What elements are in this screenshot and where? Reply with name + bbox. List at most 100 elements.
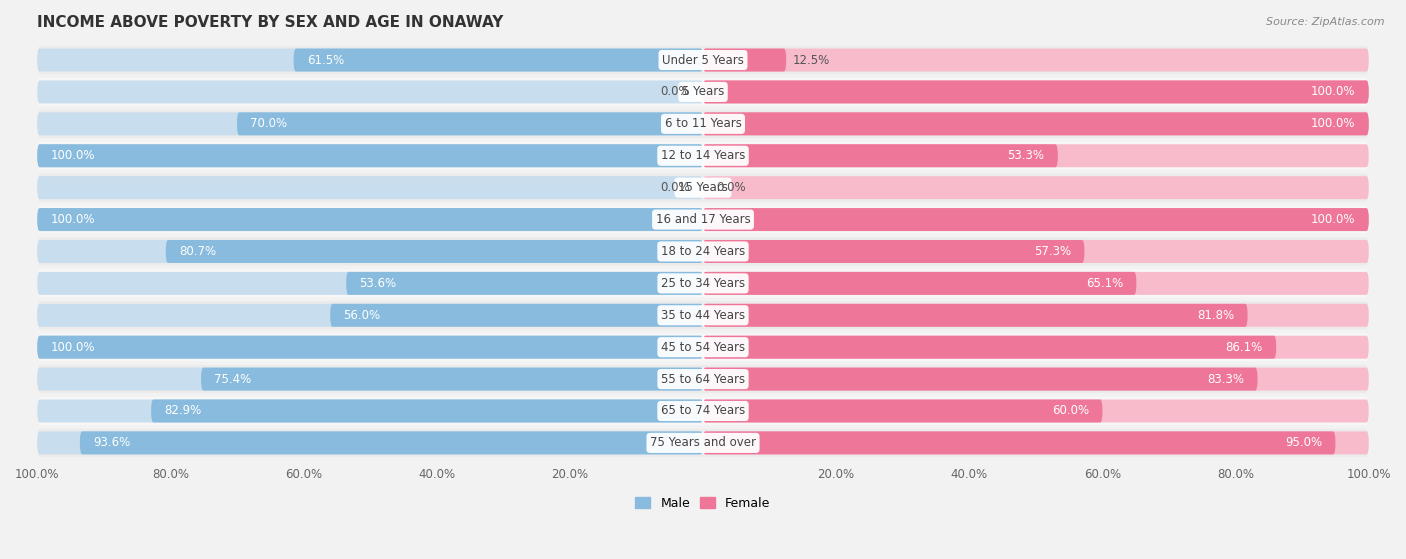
FancyBboxPatch shape — [37, 208, 703, 231]
Text: 0.0%: 0.0% — [659, 181, 690, 194]
FancyBboxPatch shape — [294, 49, 703, 72]
FancyBboxPatch shape — [238, 112, 703, 135]
FancyBboxPatch shape — [703, 144, 1369, 167]
FancyBboxPatch shape — [166, 240, 703, 263]
FancyBboxPatch shape — [703, 272, 1136, 295]
Text: 16 and 17 Years: 16 and 17 Years — [655, 213, 751, 226]
FancyBboxPatch shape — [703, 368, 1257, 391]
Text: Under 5 Years: Under 5 Years — [662, 54, 744, 67]
Text: 45 to 54 Years: 45 to 54 Years — [661, 340, 745, 354]
FancyBboxPatch shape — [37, 240, 703, 263]
FancyBboxPatch shape — [37, 112, 703, 135]
FancyBboxPatch shape — [37, 110, 1369, 138]
Text: 5 Years: 5 Years — [682, 86, 724, 98]
FancyBboxPatch shape — [37, 368, 703, 391]
Text: 82.9%: 82.9% — [165, 405, 201, 418]
FancyBboxPatch shape — [703, 144, 1057, 167]
Text: INCOME ABOVE POVERTY BY SEX AND AGE IN ONAWAY: INCOME ABOVE POVERTY BY SEX AND AGE IN O… — [37, 15, 503, 30]
Legend: Male, Female: Male, Female — [630, 492, 776, 515]
Text: 93.6%: 93.6% — [93, 437, 131, 449]
FancyBboxPatch shape — [346, 272, 703, 295]
FancyBboxPatch shape — [80, 432, 703, 454]
FancyBboxPatch shape — [37, 49, 703, 72]
FancyBboxPatch shape — [37, 365, 1369, 393]
FancyBboxPatch shape — [37, 80, 703, 103]
Text: 6 to 11 Years: 6 to 11 Years — [665, 117, 741, 130]
FancyBboxPatch shape — [703, 240, 1369, 263]
FancyBboxPatch shape — [703, 368, 1369, 391]
FancyBboxPatch shape — [703, 336, 1369, 359]
FancyBboxPatch shape — [703, 400, 1102, 423]
Text: 100.0%: 100.0% — [1310, 117, 1355, 130]
Text: 100.0%: 100.0% — [1310, 86, 1355, 98]
FancyBboxPatch shape — [37, 336, 703, 359]
Text: 81.8%: 81.8% — [1197, 309, 1234, 322]
FancyBboxPatch shape — [150, 400, 703, 423]
FancyBboxPatch shape — [37, 174, 1369, 202]
FancyBboxPatch shape — [37, 78, 1369, 106]
FancyBboxPatch shape — [330, 304, 703, 327]
FancyBboxPatch shape — [703, 80, 1369, 103]
Text: 75.4%: 75.4% — [214, 373, 252, 386]
Text: 86.1%: 86.1% — [1226, 340, 1263, 354]
Text: 65 to 74 Years: 65 to 74 Years — [661, 405, 745, 418]
Text: 80.7%: 80.7% — [179, 245, 217, 258]
FancyBboxPatch shape — [703, 80, 1369, 103]
FancyBboxPatch shape — [37, 336, 703, 359]
FancyBboxPatch shape — [703, 432, 1336, 454]
Text: 25 to 34 Years: 25 to 34 Years — [661, 277, 745, 290]
Text: 75 Years and over: 75 Years and over — [650, 437, 756, 449]
Text: 18 to 24 Years: 18 to 24 Years — [661, 245, 745, 258]
FancyBboxPatch shape — [37, 400, 703, 423]
Text: 65.1%: 65.1% — [1085, 277, 1123, 290]
Text: 57.3%: 57.3% — [1033, 245, 1071, 258]
Text: 55 to 64 Years: 55 to 64 Years — [661, 373, 745, 386]
FancyBboxPatch shape — [37, 429, 1369, 457]
FancyBboxPatch shape — [37, 144, 703, 167]
Text: 0.0%: 0.0% — [716, 181, 747, 194]
FancyBboxPatch shape — [37, 142, 1369, 170]
FancyBboxPatch shape — [37, 301, 1369, 329]
FancyBboxPatch shape — [703, 432, 1369, 454]
Text: 53.6%: 53.6% — [360, 277, 396, 290]
Text: 100.0%: 100.0% — [51, 213, 96, 226]
Text: 83.3%: 83.3% — [1208, 373, 1244, 386]
Text: 100.0%: 100.0% — [51, 340, 96, 354]
Text: 56.0%: 56.0% — [343, 309, 381, 322]
FancyBboxPatch shape — [703, 112, 1369, 135]
FancyBboxPatch shape — [703, 272, 1369, 295]
Text: 12 to 14 Years: 12 to 14 Years — [661, 149, 745, 162]
FancyBboxPatch shape — [37, 46, 1369, 74]
Text: Source: ZipAtlas.com: Source: ZipAtlas.com — [1267, 17, 1385, 27]
FancyBboxPatch shape — [37, 208, 703, 231]
FancyBboxPatch shape — [703, 336, 1277, 359]
FancyBboxPatch shape — [703, 112, 1369, 135]
FancyBboxPatch shape — [703, 400, 1369, 423]
FancyBboxPatch shape — [703, 176, 1369, 199]
FancyBboxPatch shape — [703, 304, 1369, 327]
FancyBboxPatch shape — [703, 49, 786, 72]
Text: 95.0%: 95.0% — [1285, 437, 1322, 449]
FancyBboxPatch shape — [37, 397, 1369, 425]
Text: 70.0%: 70.0% — [250, 117, 287, 130]
Text: 61.5%: 61.5% — [307, 54, 344, 67]
Text: 15 Years: 15 Years — [678, 181, 728, 194]
FancyBboxPatch shape — [703, 208, 1369, 231]
FancyBboxPatch shape — [703, 240, 1084, 263]
FancyBboxPatch shape — [703, 304, 1247, 327]
FancyBboxPatch shape — [37, 144, 703, 167]
FancyBboxPatch shape — [37, 272, 703, 295]
Text: 100.0%: 100.0% — [51, 149, 96, 162]
FancyBboxPatch shape — [201, 368, 703, 391]
FancyBboxPatch shape — [37, 269, 1369, 297]
Text: 100.0%: 100.0% — [1310, 213, 1355, 226]
FancyBboxPatch shape — [703, 49, 1369, 72]
FancyBboxPatch shape — [37, 304, 703, 327]
Text: 35 to 44 Years: 35 to 44 Years — [661, 309, 745, 322]
Text: 53.3%: 53.3% — [1008, 149, 1045, 162]
Text: 0.0%: 0.0% — [659, 86, 690, 98]
FancyBboxPatch shape — [37, 333, 1369, 361]
FancyBboxPatch shape — [37, 238, 1369, 266]
FancyBboxPatch shape — [37, 176, 703, 199]
FancyBboxPatch shape — [703, 208, 1369, 231]
